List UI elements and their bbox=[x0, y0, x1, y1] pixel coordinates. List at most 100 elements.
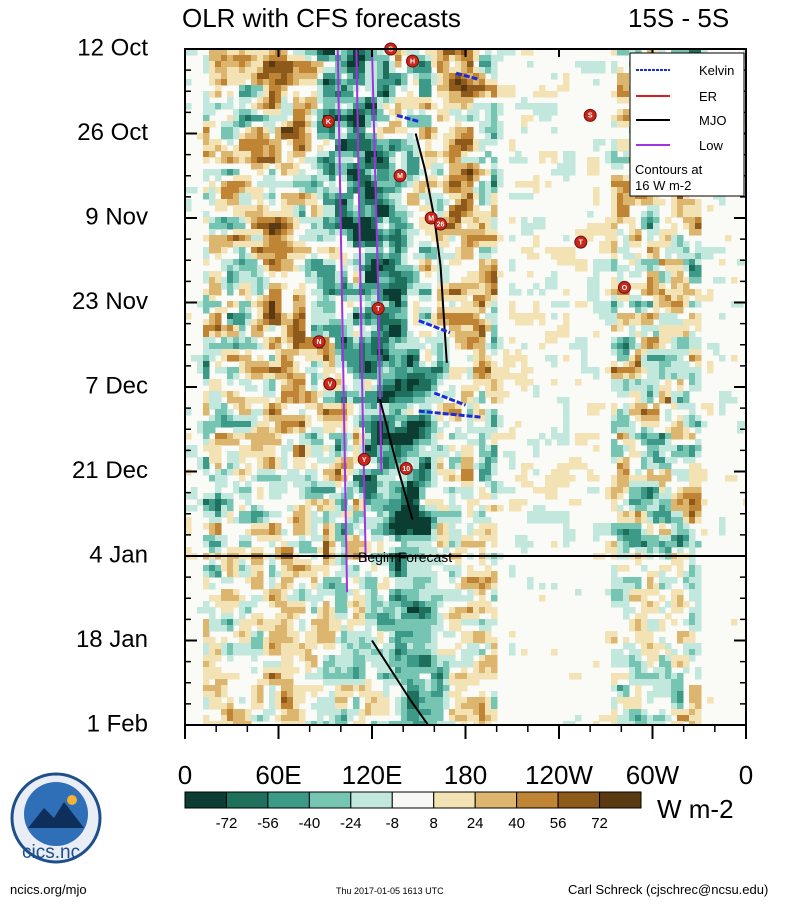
olr-cell bbox=[653, 217, 660, 224]
olr-cell bbox=[401, 457, 408, 464]
olr-cell bbox=[347, 529, 354, 536]
olr-cell bbox=[605, 157, 612, 164]
olr-cell bbox=[245, 139, 252, 146]
olr-cell bbox=[341, 163, 348, 170]
olr-cell bbox=[617, 295, 624, 302]
olr-cell bbox=[383, 85, 390, 92]
olr-cell bbox=[623, 547, 630, 554]
olr-cell bbox=[341, 67, 348, 74]
olr-cell bbox=[227, 235, 234, 242]
olr-cell bbox=[503, 349, 510, 356]
olr-cell bbox=[377, 193, 384, 200]
olr-cell bbox=[647, 511, 654, 518]
olr-cell bbox=[497, 181, 504, 188]
olr-cell bbox=[389, 349, 396, 356]
olr-cell bbox=[383, 199, 390, 206]
olr-cell bbox=[275, 301, 282, 308]
olr-cell bbox=[479, 415, 486, 422]
olr-cell bbox=[695, 493, 702, 500]
olr-cell bbox=[245, 445, 252, 452]
olr-cell bbox=[299, 301, 306, 308]
olr-cell bbox=[377, 481, 384, 488]
olr-cell bbox=[479, 505, 486, 512]
olr-cell bbox=[335, 247, 342, 254]
olr-cell bbox=[695, 439, 702, 446]
olr-cell bbox=[185, 493, 192, 500]
olr-cell bbox=[665, 511, 672, 518]
olr-cell bbox=[257, 445, 264, 452]
olr-cell bbox=[605, 217, 612, 224]
olr-cell bbox=[419, 85, 426, 92]
olr-cell bbox=[251, 265, 258, 272]
olr-cell bbox=[461, 463, 468, 470]
olr-cell bbox=[365, 367, 372, 374]
olr-cell bbox=[197, 367, 204, 374]
olr-cell bbox=[647, 229, 654, 236]
olr-cell bbox=[413, 481, 420, 488]
olr-cell bbox=[461, 547, 468, 554]
olr-cell bbox=[311, 493, 318, 500]
olr-cell bbox=[461, 367, 468, 374]
olr-cell bbox=[473, 415, 480, 422]
olr-cell bbox=[455, 343, 462, 350]
olr-cell bbox=[293, 145, 300, 152]
olr-cell bbox=[689, 469, 696, 476]
olr-cell bbox=[485, 265, 492, 272]
olr-cell bbox=[563, 529, 570, 536]
olr-cell bbox=[485, 247, 492, 254]
olr-cell bbox=[251, 511, 258, 518]
olr-cell bbox=[479, 469, 486, 476]
olr-cell bbox=[215, 367, 222, 374]
olr-cell bbox=[395, 121, 402, 128]
olr-cell bbox=[365, 61, 372, 68]
olr-cell bbox=[467, 427, 474, 434]
olr-cell bbox=[653, 211, 660, 218]
olr-cell bbox=[383, 61, 390, 68]
olr-cell bbox=[575, 301, 582, 308]
olr-cell bbox=[641, 217, 648, 224]
olr-cell bbox=[641, 391, 648, 398]
olr-cell bbox=[611, 307, 618, 314]
olr-cell bbox=[641, 307, 648, 314]
olr-cell bbox=[401, 307, 408, 314]
olr-cell bbox=[353, 205, 360, 212]
olr-cell bbox=[653, 511, 660, 518]
olr-cell bbox=[323, 79, 330, 86]
olr-cell bbox=[695, 247, 702, 254]
olr-cell bbox=[287, 331, 294, 338]
olr-cell bbox=[215, 547, 222, 554]
olr-cell bbox=[665, 331, 672, 338]
olr-cell bbox=[215, 331, 222, 338]
olr-cell bbox=[593, 199, 600, 206]
olr-cell bbox=[233, 193, 240, 200]
olr-cell bbox=[521, 373, 528, 380]
olr-cell bbox=[233, 571, 240, 578]
olr-cell bbox=[299, 121, 306, 128]
olr-cell bbox=[551, 481, 558, 488]
olr-cell bbox=[389, 421, 396, 428]
olr-cell bbox=[401, 517, 408, 524]
olr-cell bbox=[431, 235, 438, 242]
olr-cell bbox=[269, 439, 276, 446]
olr-cell bbox=[455, 199, 462, 206]
olr-cell bbox=[281, 121, 288, 128]
olr-cell bbox=[221, 367, 228, 374]
olr-cell bbox=[227, 439, 234, 446]
olr-cell bbox=[335, 445, 342, 452]
olr-cell bbox=[239, 541, 246, 548]
olr-cell bbox=[311, 355, 318, 362]
olr-cell bbox=[209, 223, 216, 230]
olr-cell bbox=[455, 475, 462, 482]
olr-cell bbox=[365, 379, 372, 386]
olr-cell bbox=[455, 211, 462, 218]
olr-cell bbox=[449, 55, 456, 62]
olr-cell bbox=[659, 469, 666, 476]
olr-cell bbox=[665, 439, 672, 446]
olr-cell bbox=[263, 73, 270, 80]
olr-cell bbox=[509, 361, 516, 368]
olr-cell bbox=[245, 403, 252, 410]
olr-cell bbox=[377, 235, 384, 242]
olr-cell bbox=[623, 175, 630, 182]
olr-cell bbox=[209, 247, 216, 254]
olr-cell bbox=[341, 343, 348, 350]
